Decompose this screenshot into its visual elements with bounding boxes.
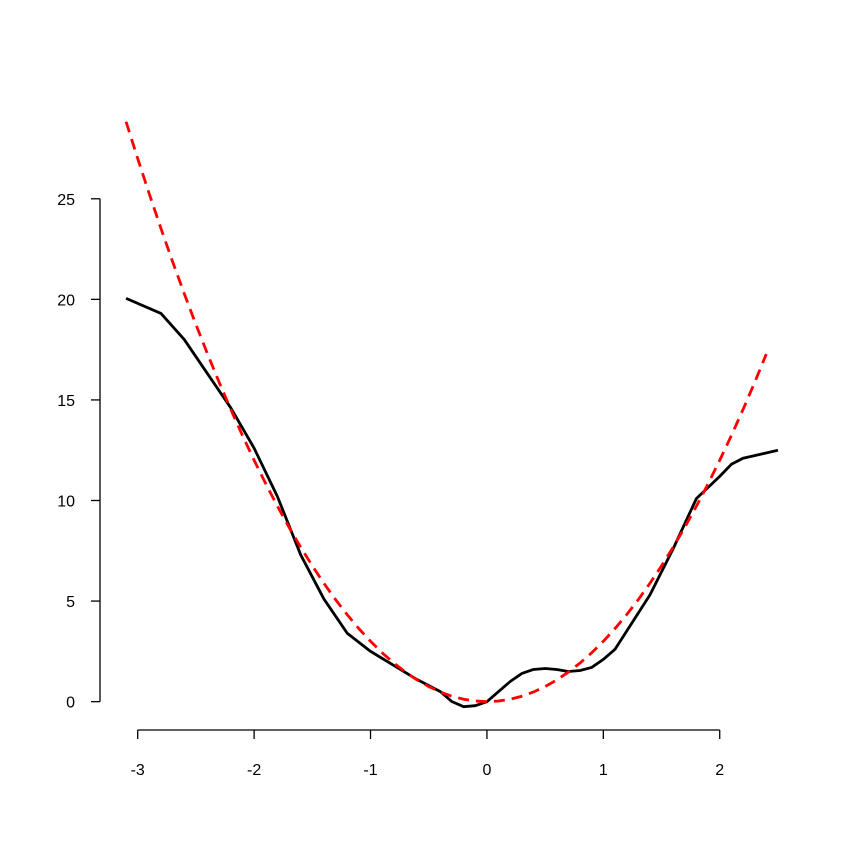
x-tick-label: -2 [247,762,261,779]
y-tick-label: 25 [57,192,75,209]
y-tick-label: 10 [57,493,75,510]
x-tick-label: 0 [482,762,491,779]
data-line [124,121,768,704]
x-tick-label: 1 [599,762,608,779]
x-tick-label: 2 [715,762,724,779]
data-line [125,297,779,709]
y-tick-label: 0 [66,695,75,712]
y-tick-label: 20 [57,292,75,309]
y-tick-label: 5 [66,594,75,611]
x-tick-label: -1 [363,762,377,779]
y-tick-label: 15 [57,393,75,410]
x-tick-label: -3 [131,762,145,779]
